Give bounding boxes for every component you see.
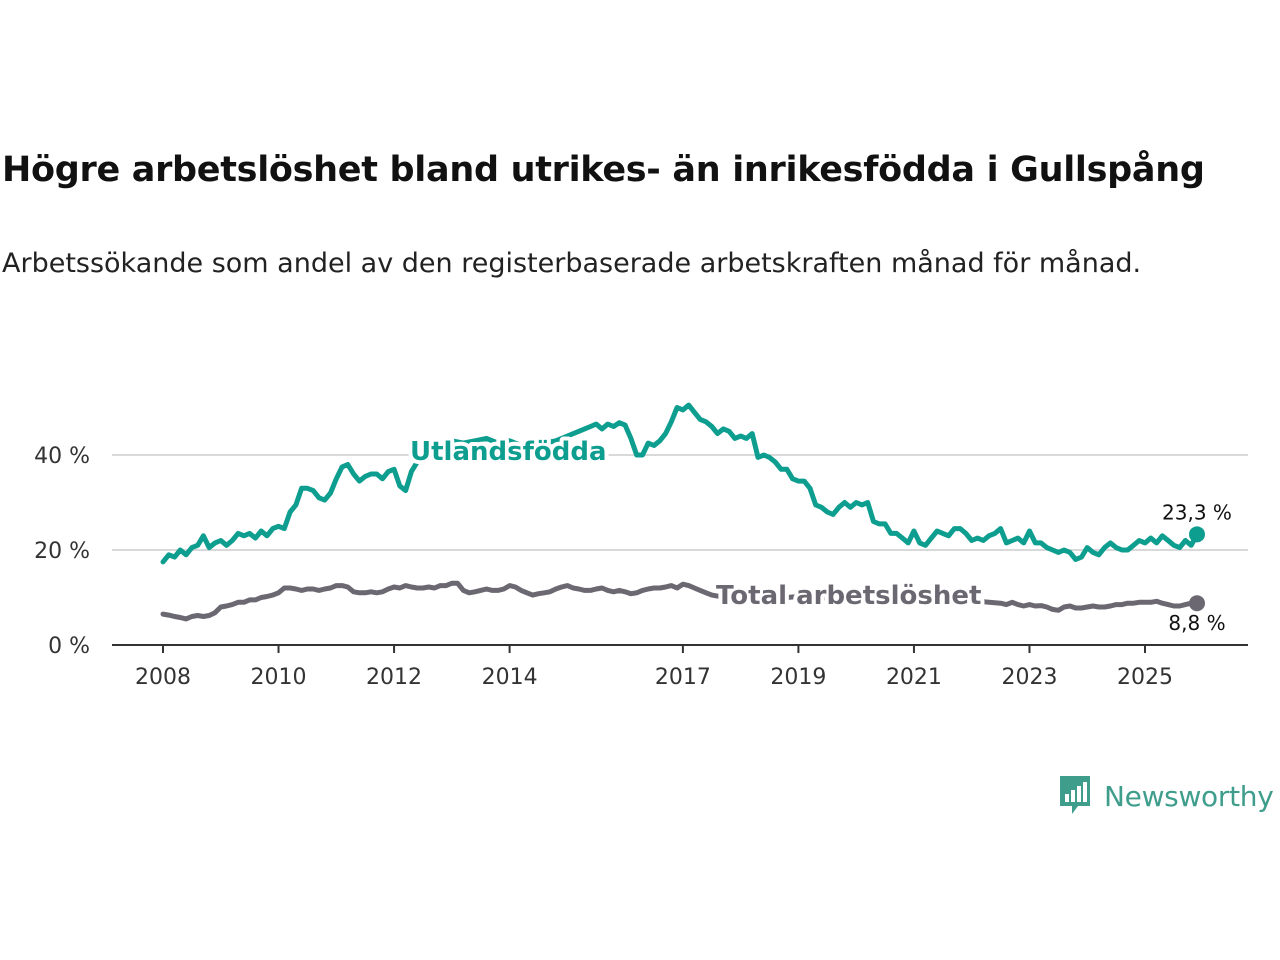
x-tick-label: 2019 bbox=[770, 665, 826, 690]
gridlines bbox=[112, 454, 1248, 551]
x-tick-label: 2014 bbox=[482, 665, 538, 690]
newsworthy-logo: Newsworthy bbox=[1058, 774, 1274, 818]
y-tick-label: 40 % bbox=[34, 444, 90, 469]
x-tick-label: 2021 bbox=[886, 665, 942, 690]
total-end-point bbox=[1189, 595, 1205, 612]
x-tick-label: 2012 bbox=[366, 665, 422, 690]
x-tick-label: 2008 bbox=[135, 665, 191, 690]
series-labels: Utlandsfödda Total arbetslöshet 23,3 % 8,8 … bbox=[406, 433, 1234, 638]
utlandsfodda-line bbox=[160, 402, 1200, 565]
bar-chart-speech-bubble-icon bbox=[1060, 776, 1090, 814]
utlandsfodda-end-point bbox=[1189, 526, 1205, 543]
total-end-label: 8,8 % bbox=[1168, 611, 1225, 635]
x-tick-label: 2017 bbox=[655, 665, 711, 690]
chart-title: Högre arbetslöshet bland utrikes- än inr… bbox=[2, 150, 1205, 190]
total-line bbox=[160, 580, 1200, 622]
x-tick-label: 2025 bbox=[1117, 665, 1173, 690]
series-lines bbox=[160, 402, 1205, 622]
brand-name: Newsworthy bbox=[1104, 779, 1274, 813]
chart-subtitle: Arbetssökande som andel av den registerb… bbox=[2, 248, 1142, 279]
y-axis-ticks: 0 % 20 % 40 % bbox=[34, 444, 90, 659]
x-tick-label: 2023 bbox=[1001, 665, 1057, 690]
x-axis: 2008 2010 2012 2014 2017 2019 2021 2023 2025 bbox=[112, 644, 1248, 690]
x-tick-label: 2010 bbox=[251, 665, 307, 690]
y-tick-label: 20 % bbox=[34, 539, 90, 564]
utlandsfodda-end-label: 23,3 % bbox=[1162, 500, 1232, 524]
total-label: Total arbetslöshet bbox=[716, 581, 981, 611]
utlandsfodda-label: Utlandsfödda bbox=[410, 437, 607, 467]
y-tick-label: 0 % bbox=[48, 634, 90, 659]
